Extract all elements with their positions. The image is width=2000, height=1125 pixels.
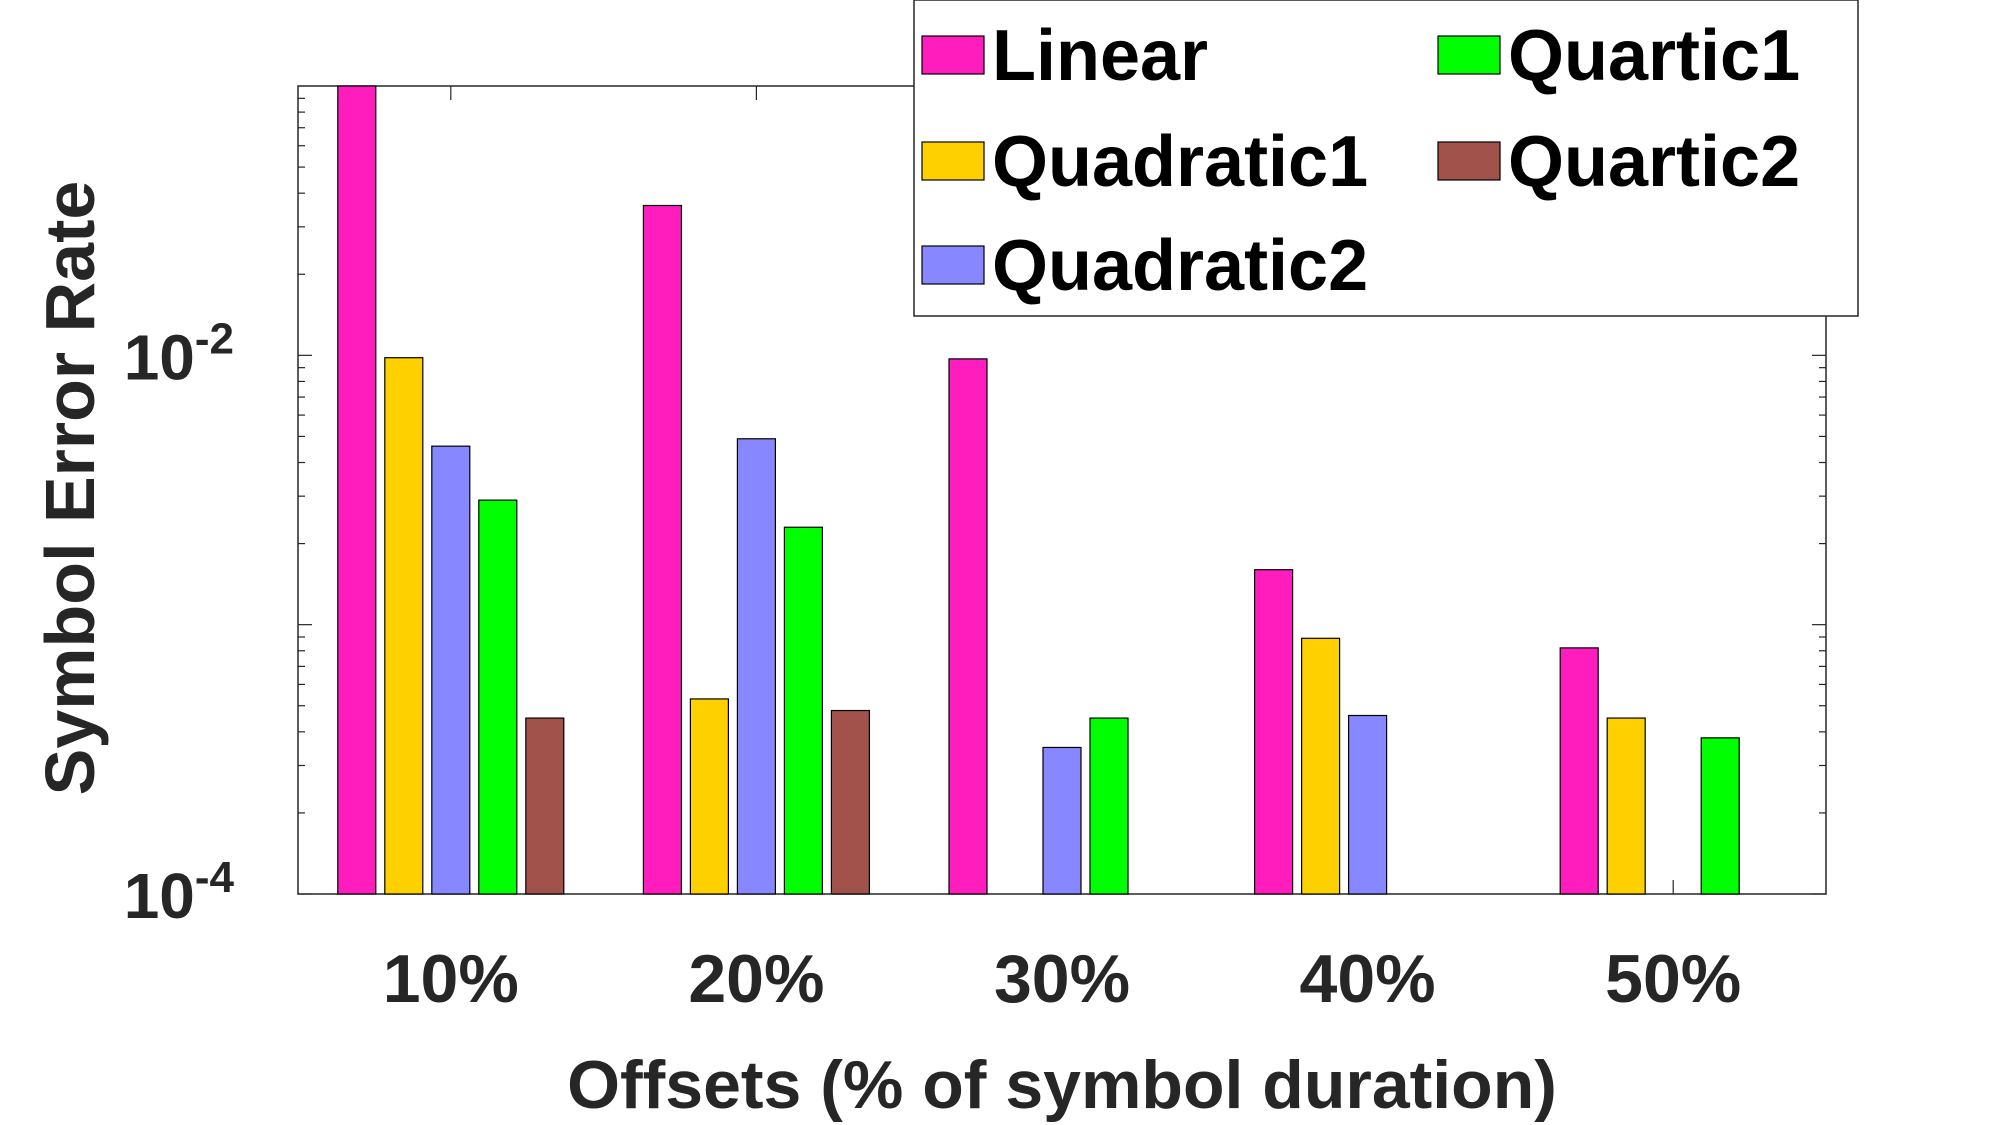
legend-swatch-quartic1 <box>1437 35 1501 75</box>
legend-swatch-quartic2 <box>1437 141 1501 181</box>
minor-ticks <box>298 86 1826 895</box>
bars <box>337 85 1740 895</box>
bar-quartic2-10pct <box>525 717 565 895</box>
bar-linear-30pct <box>948 358 988 895</box>
bar-quartic1-20pct <box>783 526 824 895</box>
x-tick-label: 40% <box>1300 941 1436 1017</box>
bar-quadratic2-40pct <box>1347 714 1388 895</box>
legend-label-quadratic2: Quadratic2 <box>992 226 1368 306</box>
bar-quadratic2-20pct <box>736 438 777 895</box>
y-tick-label: 10-2 <box>124 314 234 393</box>
bar-quartic2-20pct <box>830 709 871 895</box>
legend-swatch-quadratic2 <box>921 245 985 285</box>
x-tick-label: 50% <box>1605 941 1741 1017</box>
legend-swatch-linear <box>921 35 985 75</box>
bar-linear-50pct <box>1559 647 1599 895</box>
legend-box <box>913 0 1859 317</box>
bar-quartic1-50pct <box>1700 737 1740 895</box>
legend-label-quartic1: Quartic1 <box>1508 16 1800 96</box>
legend-label-quartic2: Quartic2 <box>1508 122 1800 202</box>
x-axis-title: Offsets (% of symbol duration) <box>567 1047 1557 1123</box>
x-tick-label: 20% <box>688 941 824 1017</box>
legend-label-linear: Linear <box>992 16 1208 96</box>
bar-quadratic2-10pct <box>431 445 471 895</box>
bar-quadratic1-40pct <box>1300 637 1341 895</box>
bar-linear-20pct <box>642 204 683 895</box>
y-tick-labels: 10-2 10-4 <box>124 314 235 932</box>
legend: Linear Quadratic1 Quadratic2 Quartic1 Quarti… <box>913 0 1859 317</box>
x-tick-labels: 10% 20% 30% 40% 50% <box>383 941 1742 1017</box>
x-tick-label: 30% <box>994 941 1130 1017</box>
bar-quartic1-10pct <box>478 499 518 895</box>
legend-swatch-quadratic1 <box>921 141 985 181</box>
bar-quartic1-30pct <box>1089 717 1129 895</box>
x-tick-label: 10% <box>383 941 519 1017</box>
legend-label-quadratic1: Quadratic1 <box>992 122 1368 202</box>
bar-linear-40pct <box>1253 569 1294 895</box>
y-axis-title: Symbol Error Rate <box>31 181 109 796</box>
bar-quadratic2-30pct <box>1042 746 1082 895</box>
bar-linear-10pct <box>337 85 377 895</box>
bar-quadratic1-10pct <box>384 357 424 895</box>
bar-quadratic1-50pct <box>1606 717 1646 895</box>
y-tick-label: 10-4 <box>124 853 235 932</box>
bar-quadratic1-20pct <box>689 698 730 895</box>
